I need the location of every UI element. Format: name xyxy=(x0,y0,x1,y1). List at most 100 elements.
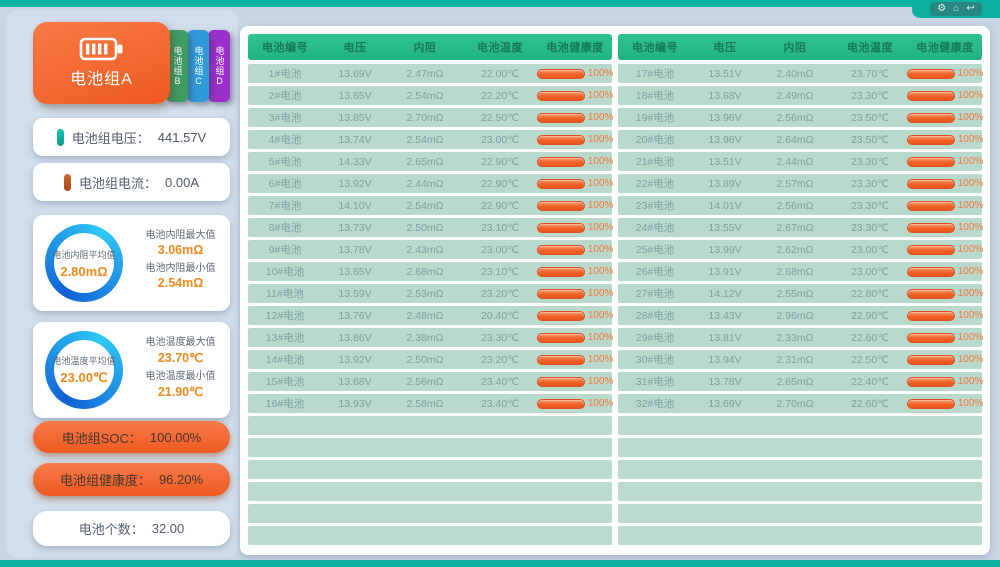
temperature-gauge-panel: 电池温度平均值 23.00℃ 电池温度最大值 23.70℃ 电池温度最小值 21… xyxy=(33,322,230,418)
temperature-cell: 22.00℃ xyxy=(480,67,520,80)
table-row: 2#电池 13.65V 2.54mΩ 22.20℃ 100% xyxy=(248,86,613,105)
temperature-cell: 23.70℃ xyxy=(850,67,890,80)
voltage-cell: 13.92V xyxy=(338,353,372,366)
temperature-cell: 22.20℃ xyxy=(480,89,520,102)
temperature-cell: 22.90℃ xyxy=(480,199,520,212)
table-row: 17#电池 13.51V 2.40mΩ 23.70℃ 100% xyxy=(618,64,983,83)
resistance-cell: 2.50mΩ xyxy=(406,353,444,366)
health-cell: 100% xyxy=(536,332,613,343)
voltage-cell: 13.96V xyxy=(708,111,742,124)
battery-id-cell: 13#电池 xyxy=(265,332,305,344)
table-row: 12#电池 13.76V 2.48mΩ 20.40℃ 100% xyxy=(248,306,614,325)
table-row: 3#电池 13.85V 2.70mΩ 22.50℃ 100% xyxy=(248,108,613,127)
group-current-panel: 电池组电流： 0.00A xyxy=(33,163,230,201)
voltage-cell: 13.78V xyxy=(708,375,742,388)
battery-id-cell: 29#电池 xyxy=(635,332,675,344)
table-row: 20#电池 13.98V 2.64mΩ 23.50℃ 100% xyxy=(618,130,984,149)
health-bar xyxy=(906,68,955,79)
health-cell: 100% xyxy=(536,112,613,123)
table-row: 5#电池 14.33V 2.65mΩ 22.90℃ 100% xyxy=(248,152,614,171)
temperature-cell: 22.40℃ xyxy=(850,375,890,388)
temperature-avg-label: 电池温度平均值 xyxy=(52,356,116,366)
table-row: 19#电池 13.96V 2.56mΩ 23.50℃ 100% xyxy=(618,108,983,127)
col-header-temperature: 电池温度 xyxy=(847,42,893,54)
sidebar: 电池组A 电池组B 电池组C 电池组D 电池组电压： 441.57V 电池组电流： … xyxy=(6,10,238,557)
temperature-cell: 23.10℃ xyxy=(480,265,520,278)
temperature-cell: 22.50℃ xyxy=(850,353,890,366)
group-tab-a-active[interactable]: 电池组A xyxy=(33,22,170,104)
temperature-cell: 23.00℃ xyxy=(480,243,520,256)
back-icon[interactable]: ↩ xyxy=(966,3,975,14)
battery-id-cell: 5#电池 xyxy=(268,156,302,168)
battery-id-cell: 7#电池 xyxy=(268,200,302,212)
health-bar xyxy=(536,376,585,387)
health-bar xyxy=(536,68,585,79)
health-percent: 100% xyxy=(587,68,614,79)
health-cell: 100% xyxy=(906,90,984,101)
battery-id-cell: 17#电池 xyxy=(635,68,675,80)
health-cell: 100% xyxy=(536,156,614,167)
battery-id-cell: 14#电池 xyxy=(265,354,305,366)
health-label: 电池组健康度： xyxy=(59,473,151,488)
health-percent: 100% xyxy=(957,90,984,101)
table-row: 26#电池 13.91V 2.68mΩ 23.00℃ 100% xyxy=(618,262,983,281)
temperature-min-value: 21.90℃ xyxy=(157,385,204,399)
table-row: 4#电池 13.74V 2.54mΩ 23.00℃ 100% xyxy=(248,130,613,149)
soc-label: 电池组SOC： xyxy=(61,430,142,446)
health-cell: 100% xyxy=(906,68,983,79)
temperature-cell: 20.40℃ xyxy=(480,309,520,322)
temperature-cell: 23.30℃ xyxy=(850,199,890,212)
table-row-empty xyxy=(248,482,612,501)
temperature-cell: 22.80℃ xyxy=(850,287,890,300)
health-bar xyxy=(536,112,585,123)
health-cell: 100% xyxy=(906,244,983,255)
health-bar xyxy=(536,244,585,255)
resistance-cell: 2.49mΩ xyxy=(776,89,814,102)
temperature-max-label: 电池温度最大值 xyxy=(145,337,216,348)
health-bar xyxy=(536,310,585,321)
health-button[interactable]: 电池组健康度： 96.20% xyxy=(33,463,230,496)
col-header-battery-id: 电池编号 xyxy=(632,42,678,54)
temperature-cell: 23.00℃ xyxy=(480,133,520,146)
health-bar xyxy=(906,134,955,145)
voltage-cell: 13.68V xyxy=(338,375,372,388)
health-percent: 100% xyxy=(957,376,984,387)
voltage-cell: 13.51V xyxy=(708,155,742,168)
temperature-cell: 22.90℃ xyxy=(480,155,520,168)
health-cell: 100% xyxy=(906,288,983,299)
group-tab-d[interactable]: 电池组D xyxy=(208,30,230,102)
voltage-cell: 13.89V xyxy=(708,177,742,190)
resistance-cell: 2.43mΩ xyxy=(406,243,444,256)
col-header-battery-id: 电池编号 xyxy=(262,42,308,54)
resistance-cell: 2.31mΩ xyxy=(776,353,814,366)
table-row: 31#电池 13.78V 2.65mΩ 22.40℃ 100% xyxy=(618,372,984,391)
voltage-cell: 13.69V xyxy=(338,67,372,80)
health-percent: 100% xyxy=(587,310,614,321)
table-row: 29#电池 13.81V 2.33mΩ 22.60℃ 100% xyxy=(618,328,983,347)
temperature-cell: 23.40℃ xyxy=(480,397,520,410)
table-row-empty xyxy=(618,460,982,479)
group-tab-c[interactable]: 电池组C xyxy=(187,30,209,102)
col-header-resistance: 内阻 xyxy=(413,42,437,54)
home-icon[interactable]: ⌂ xyxy=(953,3,960,14)
battery-id-cell: 15#电池 xyxy=(265,376,305,388)
health-cell: 100% xyxy=(906,200,983,211)
group-tab-b[interactable]: 电池组B xyxy=(166,30,188,102)
resistance-min-label: 电池内阻最小值 xyxy=(145,263,216,274)
health-cell: 100% xyxy=(906,134,984,145)
resistance-cell: 2.64mΩ xyxy=(776,133,814,146)
settings-icon[interactable]: ⚙ xyxy=(937,3,947,14)
corner-icon-chip: ⚙ ⌂ ↩ xyxy=(930,2,982,16)
voltage-cell: 13.98V xyxy=(708,133,742,146)
resistance-cell: 2.53mΩ xyxy=(406,287,444,300)
health-percent: 100% xyxy=(587,156,614,167)
col-header-resistance: 内阻 xyxy=(783,42,807,54)
health-cell: 100% xyxy=(536,68,614,79)
table-row: 7#电池 14.10V 2.54mΩ 22.90℃ 100% xyxy=(248,196,613,215)
resistance-cell: 2.44mΩ xyxy=(406,177,444,190)
soc-button[interactable]: 电池组SOC： 100.00% xyxy=(33,421,230,453)
health-value: 96.20% xyxy=(158,472,204,487)
temperature-cell: 23.30℃ xyxy=(480,331,520,344)
health-percent: 100% xyxy=(957,134,984,145)
battery-count-value: 32.00 xyxy=(151,521,185,536)
